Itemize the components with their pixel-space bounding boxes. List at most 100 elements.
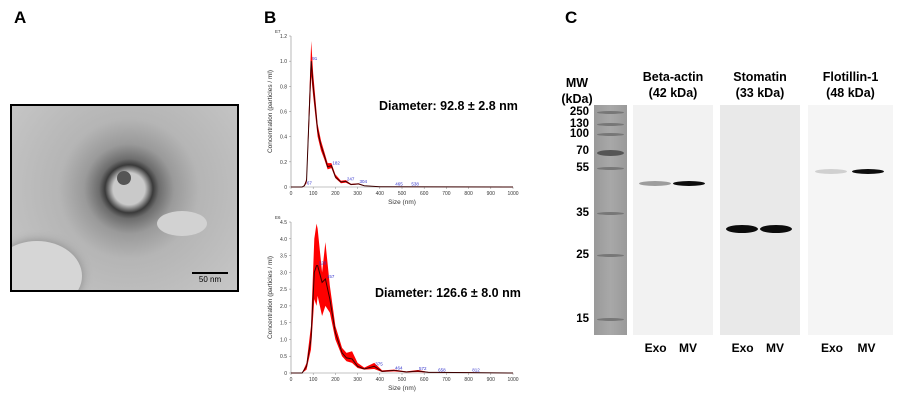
- lane-label: Exo: [644, 341, 667, 355]
- ladder-band: [597, 167, 624, 170]
- panel-label-c: C: [565, 8, 578, 27]
- protein-size: (33 kDa): [735, 86, 785, 100]
- y-axis-label: Concentration (particles / ml): [267, 70, 274, 153]
- y-tick-label: 2.5: [280, 287, 287, 293]
- y-tick-label: 0.8: [280, 84, 287, 90]
- panel-label-a: A: [14, 8, 27, 27]
- x-tick-label: 700: [442, 191, 451, 197]
- y-tick-label: 2.0: [280, 304, 287, 310]
- ladder-band: [597, 111, 624, 114]
- protein-band: [851, 168, 884, 174]
- exponent-label: E7: [275, 29, 281, 34]
- peak-label: 157: [327, 274, 335, 279]
- protein-band: [760, 224, 792, 233]
- scale-bar-label: 50 nm: [198, 275, 222, 284]
- protein-size: (48 kDa): [826, 86, 875, 100]
- lane-label: MV: [857, 341, 876, 355]
- peak-label: 120: [319, 261, 327, 266]
- mw-marker-130: 130: [569, 118, 589, 130]
- mw-marker-15: 15: [576, 313, 589, 325]
- ladder-band: [597, 212, 624, 215]
- tem-micrograph: 50 nm: [10, 104, 239, 292]
- x-tick-label: 1000: [507, 377, 518, 383]
- y-tick-label: 0: [284, 185, 287, 191]
- peak-label: 67: [307, 181, 313, 186]
- protein-name: Stomatin: [733, 70, 787, 84]
- debris: [12, 241, 82, 290]
- mean-line: [291, 61, 514, 188]
- protein-name: Flotillin-1: [822, 70, 879, 84]
- x-tick-label: 700: [442, 377, 451, 383]
- y-tick-label: 3.5: [280, 254, 287, 260]
- y-tick-label: 4.0: [280, 237, 287, 243]
- x-tick-label: 200: [331, 191, 340, 197]
- peak-label: 538: [411, 181, 419, 186]
- x-tick-label: 600: [420, 377, 429, 383]
- peak-label: 304: [359, 179, 367, 184]
- mean-line: [291, 265, 514, 374]
- mw-title: MW: [565, 76, 589, 90]
- x-tick-label: 200: [331, 377, 340, 383]
- x-tick-label: 0: [290, 191, 293, 197]
- y-tick-label: 4.5: [280, 220, 287, 226]
- lane-label: Exo: [820, 341, 843, 355]
- ladder-lane: [594, 105, 627, 335]
- y-tick-label: 1.5: [280, 321, 287, 327]
- blot-membrane: [633, 105, 713, 335]
- mw-marker-100: 100: [569, 128, 589, 140]
- y-tick-label: 0.2: [280, 160, 287, 166]
- x-tick-label: 900: [487, 377, 496, 383]
- y-tick-label: 0: [284, 371, 287, 377]
- mw-marker-70: 70: [576, 145, 589, 157]
- debris: [157, 211, 207, 236]
- x-axis-label: Size (nm): [388, 385, 416, 392]
- x-tick-label: 400: [376, 191, 385, 197]
- ladder-band: [597, 133, 624, 136]
- lane-label: MV: [679, 341, 697, 355]
- mw-marker-35: 35: [576, 207, 589, 219]
- blot-header: Stomatin (33 kDa): [710, 69, 810, 101]
- blot-membrane: [720, 105, 800, 335]
- protein-band: [673, 180, 705, 186]
- x-tick-label: 400: [376, 377, 385, 383]
- x-tick-label: 1000: [507, 191, 518, 197]
- mw-marker-labels: 250 130 100 70 55 35 25 15: [560, 0, 589, 400]
- peak-label: 182: [332, 161, 340, 166]
- protein-band: [725, 224, 758, 233]
- diameter-annotation-2: Diameter: 126.6 ± 8.0 nm: [375, 286, 521, 300]
- y-tick-label: 1.0: [280, 337, 287, 343]
- nta-chart-microvesicles: 0 100 200 300 400 500 600 700 800 900 1000 0 0.5 1.0 1…: [267, 215, 519, 392]
- exponent-label: E6: [275, 215, 281, 220]
- x-tick-label: 900: [487, 191, 496, 197]
- ladder-band: [597, 318, 624, 321]
- x-tick-label: 0: [290, 377, 293, 383]
- mw-marker-250: 250: [569, 106, 589, 118]
- lane-label: MV: [766, 341, 784, 355]
- vesicle-core: [117, 171, 131, 185]
- peak-label: 464: [395, 365, 403, 370]
- y-tick-label: 3.0: [280, 270, 287, 276]
- blot-header: Beta-actin (42 kDa): [623, 69, 723, 101]
- peak-label: 465: [395, 181, 403, 186]
- blot-header: Flotillin-1 (48 kDa): [798, 69, 900, 101]
- diameter-annotation-1: Diameter: 92.8 ± 2.8 nm: [379, 99, 518, 113]
- y-axis-label: Concentration (particles / ml): [267, 256, 274, 339]
- peak-label: 812: [472, 368, 480, 373]
- y-tick-label: 0.6: [280, 110, 287, 116]
- protein-name: Beta-actin: [642, 70, 704, 84]
- y-tick-label: 0.4: [280, 135, 287, 141]
- error-band: [291, 41, 513, 188]
- x-tick-label: 500: [398, 191, 407, 197]
- ladder-band: [597, 123, 624, 126]
- protein-size: (42 kDa): [648, 86, 698, 100]
- x-tick-label: 300: [353, 377, 362, 383]
- protein-band: [814, 168, 847, 174]
- x-tick-label: 800: [464, 377, 473, 383]
- x-tick-label: 100: [309, 377, 318, 383]
- mw-unit: (kDa): [561, 92, 593, 106]
- mw-header: MW (kDa): [560, 75, 594, 107]
- peak-label: 91: [312, 56, 318, 61]
- panel-label-b: B: [264, 8, 277, 27]
- ladder-band: [597, 254, 624, 257]
